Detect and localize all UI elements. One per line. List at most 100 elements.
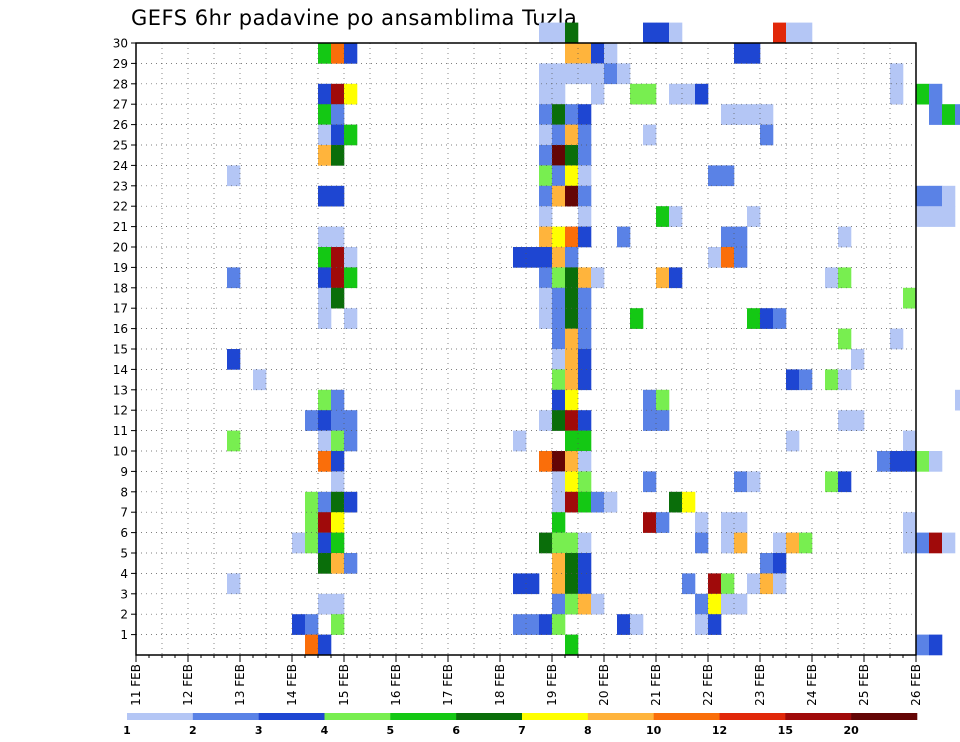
heatmap-cell [578, 124, 592, 146]
heatmap-cell [331, 83, 345, 105]
heatmap-cell [721, 104, 735, 125]
heatmap-cell [682, 83, 696, 105]
heatmap-cell [565, 553, 579, 574]
heatmap-cell [331, 43, 345, 64]
heatmap-cell [890, 63, 904, 85]
heatmap-cell [539, 287, 553, 309]
heatmap-cell [565, 328, 579, 350]
heatmap-cell [734, 593, 748, 615]
heatmap-cell [513, 430, 527, 452]
heatmap-cell [344, 553, 358, 574]
colorbar-segment [587, 713, 654, 720]
colorbar-segment [456, 713, 523, 720]
heatmap-cell [565, 349, 579, 370]
heatmap-cell [318, 104, 332, 125]
heatmap-cell [305, 491, 319, 513]
heatmap-cell [578, 43, 592, 64]
heatmap-cell [630, 83, 644, 105]
heatmap-cell [760, 308, 774, 329]
y-tick-label: 23 [113, 179, 128, 193]
heatmap-cell [929, 451, 943, 472]
heatmap-cell [227, 430, 241, 452]
heatmap-cell [786, 22, 800, 44]
heatmap-cell [565, 532, 579, 554]
heatmap-cell [773, 573, 787, 595]
heatmap-cell [539, 308, 553, 329]
colorbar-label: 4 [321, 724, 329, 737]
heatmap-cell [318, 145, 332, 166]
heatmap-cell [682, 491, 696, 513]
heatmap-cell [565, 593, 579, 615]
heatmap-cell [851, 349, 865, 370]
colorbar-segment [390, 713, 457, 720]
chart-title: GEFS 6hr padavine po ansamblima Tuzla [131, 6, 578, 30]
heatmap-cell [565, 267, 579, 289]
y-tick-label: 14 [113, 363, 128, 377]
heatmap-cell [578, 471, 592, 493]
heatmap-cell [734, 226, 748, 248]
x-tick-label: 23 FEB [753, 664, 767, 706]
heatmap-cell [630, 614, 644, 635]
heatmap-cell [669, 267, 683, 289]
y-tick-label: 6 [120, 526, 128, 540]
heatmap-cell [695, 512, 709, 533]
y-tick-label: 3 [120, 587, 128, 601]
heatmap-cell [721, 247, 735, 268]
heatmap-cell [318, 512, 332, 533]
heatmap-cell [253, 369, 267, 391]
heatmap-cell [929, 532, 943, 554]
heatmap-cell [578, 185, 592, 207]
heatmap-cell [331, 553, 345, 574]
x-tick-label: 26 FEB [909, 664, 923, 706]
colorbar-label: 1 [123, 724, 131, 737]
colorbar-label: 20 [844, 724, 860, 737]
heatmap-cell [643, 124, 657, 146]
heatmap-cell [565, 22, 579, 44]
heatmap-cell [734, 104, 748, 125]
x-tick-label: 11 FEB [129, 664, 143, 706]
heatmap-cell [539, 267, 553, 289]
heatmap-cell [578, 165, 592, 187]
heatmap-cell [565, 573, 579, 595]
heatmap-cell [695, 83, 709, 105]
heatmap-cell [708, 573, 722, 595]
heatmap-cell [539, 410, 553, 431]
y-tick-label: 10 [113, 445, 128, 459]
heatmap-cell [331, 491, 345, 513]
y-tick-label: 22 [113, 200, 128, 214]
y-tick-label: 28 [113, 77, 128, 91]
colorbar-segment [127, 713, 194, 720]
colorbar-label: 7 [518, 724, 526, 737]
x-tick-label: 24 FEB [805, 664, 819, 706]
heatmap-cell [669, 491, 683, 513]
colorbar-label: 12 [712, 724, 727, 737]
heatmap-cell [318, 247, 332, 268]
heatmap-cell [318, 308, 332, 329]
heatmap-cell [318, 553, 332, 574]
y-tick-label: 19 [113, 261, 128, 275]
heatmap-cell [955, 389, 960, 411]
heatmap-cell [565, 308, 579, 329]
heatmap-cell [734, 471, 748, 493]
heatmap-cell [916, 532, 930, 554]
heatmap-cell [565, 287, 579, 309]
heatmap-cell [591, 593, 605, 615]
heatmap-cell [578, 553, 592, 574]
heatmap-cell [942, 104, 956, 125]
heatmap-cell [578, 349, 592, 370]
heatmap-cell [344, 430, 358, 452]
heatmap-cell [318, 124, 332, 146]
heatmap-cell [539, 22, 553, 44]
heatmap-cell [578, 145, 592, 166]
heatmap-cell [929, 206, 943, 227]
x-tick-label: 18 FEB [493, 664, 507, 706]
heatmap-cell [318, 226, 332, 248]
y-tick-label: 13 [113, 383, 128, 397]
x-tick-label: 13 FEB [233, 664, 247, 706]
heatmap-cell [838, 328, 852, 350]
heatmap-cell [539, 185, 553, 207]
heatmap-cell [916, 634, 930, 656]
heatmap-cell [760, 573, 774, 595]
heatmap-cell [552, 369, 566, 391]
heatmap-cell [721, 573, 735, 595]
